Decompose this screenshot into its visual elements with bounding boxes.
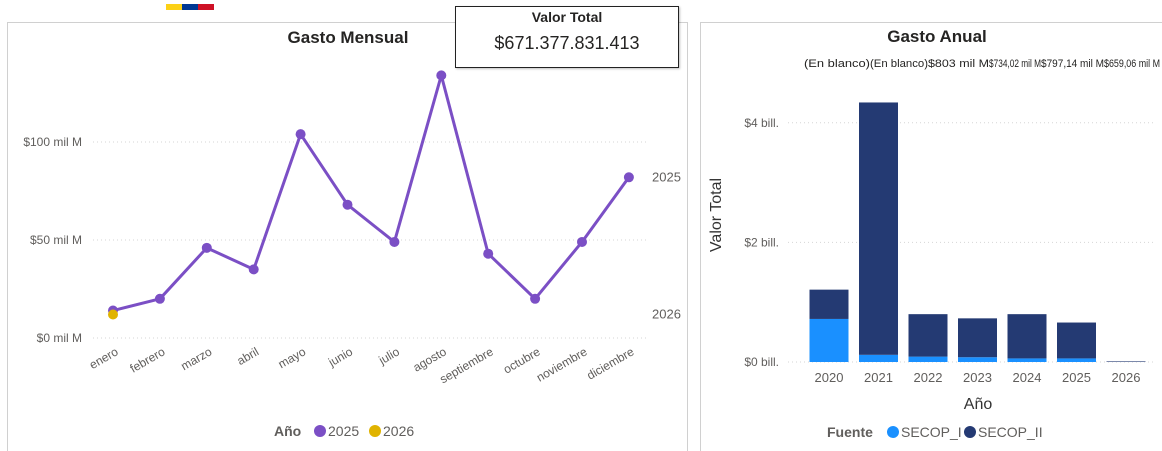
annual-top-labels: (En blanco) (En blanco) $803 mil M $734,02 … xyxy=(804,58,1160,70)
monthly-legend-marker xyxy=(314,425,326,437)
monthly-x-tick-label: febrero xyxy=(127,344,167,375)
annual-x-tick-label: 2026 xyxy=(1112,370,1141,385)
annual-chart-panel[interactable] xyxy=(700,22,1162,451)
monthly-data-point xyxy=(577,236,587,247)
monthly-chart-title: Gasto Mensual xyxy=(288,28,409,47)
annual-x-tick-label: 2022 xyxy=(914,370,943,385)
total-value-card[interactable]: Valor Total $671.377.831.413 xyxy=(455,6,679,68)
annual-bar-segment xyxy=(1106,361,1146,362)
monthly-data-point xyxy=(154,293,165,304)
monthly-y-tick-label: $0 mil M xyxy=(37,331,82,345)
annual-x-tick-label: 2021 xyxy=(864,370,893,385)
monthly-x-tick-label: noviembre xyxy=(534,344,590,384)
annual-legend[interactable]: Fuente SECOP_I SECOP_II xyxy=(827,424,1043,440)
monthly-x-axis: enero febrero marzo abril mayo junio julio agos… xyxy=(87,344,637,386)
monthly-data-point xyxy=(248,264,259,275)
annual-x-tick-label: 2025 xyxy=(1062,370,1091,385)
flag-blue xyxy=(182,4,198,10)
annual-bars xyxy=(809,102,1146,362)
monthly-end-labels: 2025 2026 xyxy=(652,169,681,321)
monthly-legend-label: 2026 xyxy=(383,423,414,439)
annual-bar-segment xyxy=(958,357,997,362)
monthly-x-tick-label: enero xyxy=(87,344,121,372)
annual-bar-segment xyxy=(1007,314,1047,359)
monthly-series-line xyxy=(112,73,631,313)
monthly-x-tick-label: diciembre xyxy=(584,344,636,382)
annual-bar-segment xyxy=(809,289,849,319)
annual-bar-segment xyxy=(859,102,898,355)
monthly-legend[interactable]: Año 2025 2026 xyxy=(274,423,414,439)
monthly-x-tick-label: abril xyxy=(235,344,262,367)
monthly-chart-panel[interactable] xyxy=(7,22,688,451)
monthly-legend-title: Año xyxy=(274,423,301,439)
monthly-legend-label: 2025 xyxy=(328,423,359,439)
monthly-gridlines xyxy=(93,141,648,339)
annual-top-label: $797,14 mil M xyxy=(1041,58,1104,70)
annual-top-label: (En blanco) xyxy=(804,58,870,70)
annual-bar-segment xyxy=(809,318,849,362)
annual-bar-segment xyxy=(908,314,948,357)
monthly-legend-marker xyxy=(369,425,381,437)
monthly-x-tick-label: marzo xyxy=(178,344,214,373)
annual-bar-segment xyxy=(908,356,948,362)
monthly-x-tick-label: junio xyxy=(325,344,355,369)
annual-y-tick-label: $4 bill. xyxy=(744,116,779,130)
annual-legend-label: SECOP_II xyxy=(978,424,1043,440)
monthly-x-tick-label: julio xyxy=(376,344,403,367)
annual-bar-segment xyxy=(1057,322,1096,359)
card-value: $671.377.831.413 xyxy=(494,33,640,53)
monthly-x-tick-label: mayo xyxy=(276,344,309,371)
annual-legend-marker xyxy=(964,426,976,438)
annual-chart-title: Gasto Anual xyxy=(887,27,987,46)
monthly-data-point xyxy=(436,70,447,81)
monthly-data-point xyxy=(201,242,212,253)
annual-y-axis: $0 bill. $2 bill. $4 bill. xyxy=(744,116,779,369)
monthly-y-tick-label: $100 mil M xyxy=(23,135,82,149)
annual-top-label: $803 mil M xyxy=(928,58,989,70)
annual-x-axis: 2020 2021 2022 2023 2024 2025 2026 xyxy=(815,370,1141,385)
annual-x-tick-label: 2020 xyxy=(815,370,844,385)
monthly-data-point xyxy=(530,293,541,304)
monthly-y-axis: $0 mil M $50 mil M $100 mil M xyxy=(23,135,82,345)
annual-top-label: $659,06 mil M xyxy=(1104,58,1160,70)
annual-legend-marker xyxy=(887,426,899,438)
monthly-end-label: 2025 xyxy=(652,169,681,184)
monthly-data-point xyxy=(389,236,400,247)
monthly-data-point xyxy=(295,129,306,140)
annual-top-label: $734,02 mil M xyxy=(989,58,1041,70)
monthly-series xyxy=(108,70,634,320)
annual-x-tick-label: 2023 xyxy=(963,370,992,385)
monthly-data-point xyxy=(483,248,494,259)
card-title: Valor Total xyxy=(531,9,603,25)
annual-top-label: (En blanco) xyxy=(870,58,928,70)
annual-x-tick-label: 2024 xyxy=(1013,370,1042,385)
annual-bar-segment xyxy=(1057,358,1096,362)
monthly-data-point xyxy=(108,309,118,320)
annual-bar-segment xyxy=(859,354,898,362)
flag-stripe xyxy=(166,4,214,10)
monthly-data-point xyxy=(623,172,634,183)
flag-red xyxy=(198,4,214,10)
annual-x-axis-title: Año xyxy=(964,396,993,413)
monthly-y-tick-label: $50 mil M xyxy=(30,233,82,247)
annual-y-tick-label: $0 bill. xyxy=(744,355,779,369)
annual-bar-segment xyxy=(958,318,997,358)
annual-legend-label: SECOP_I xyxy=(901,424,962,440)
annual-y-tick-label: $2 bill. xyxy=(744,235,779,249)
annual-legend-title: Fuente xyxy=(827,424,873,440)
annual-bar-segment xyxy=(1007,358,1047,362)
annual-y-axis-title: Valor Total xyxy=(708,178,725,252)
monthly-x-tick-label: septiembre xyxy=(437,344,496,386)
monthly-end-label: 2026 xyxy=(652,306,681,321)
flag-yellow xyxy=(166,4,182,10)
monthly-data-point xyxy=(342,199,353,210)
